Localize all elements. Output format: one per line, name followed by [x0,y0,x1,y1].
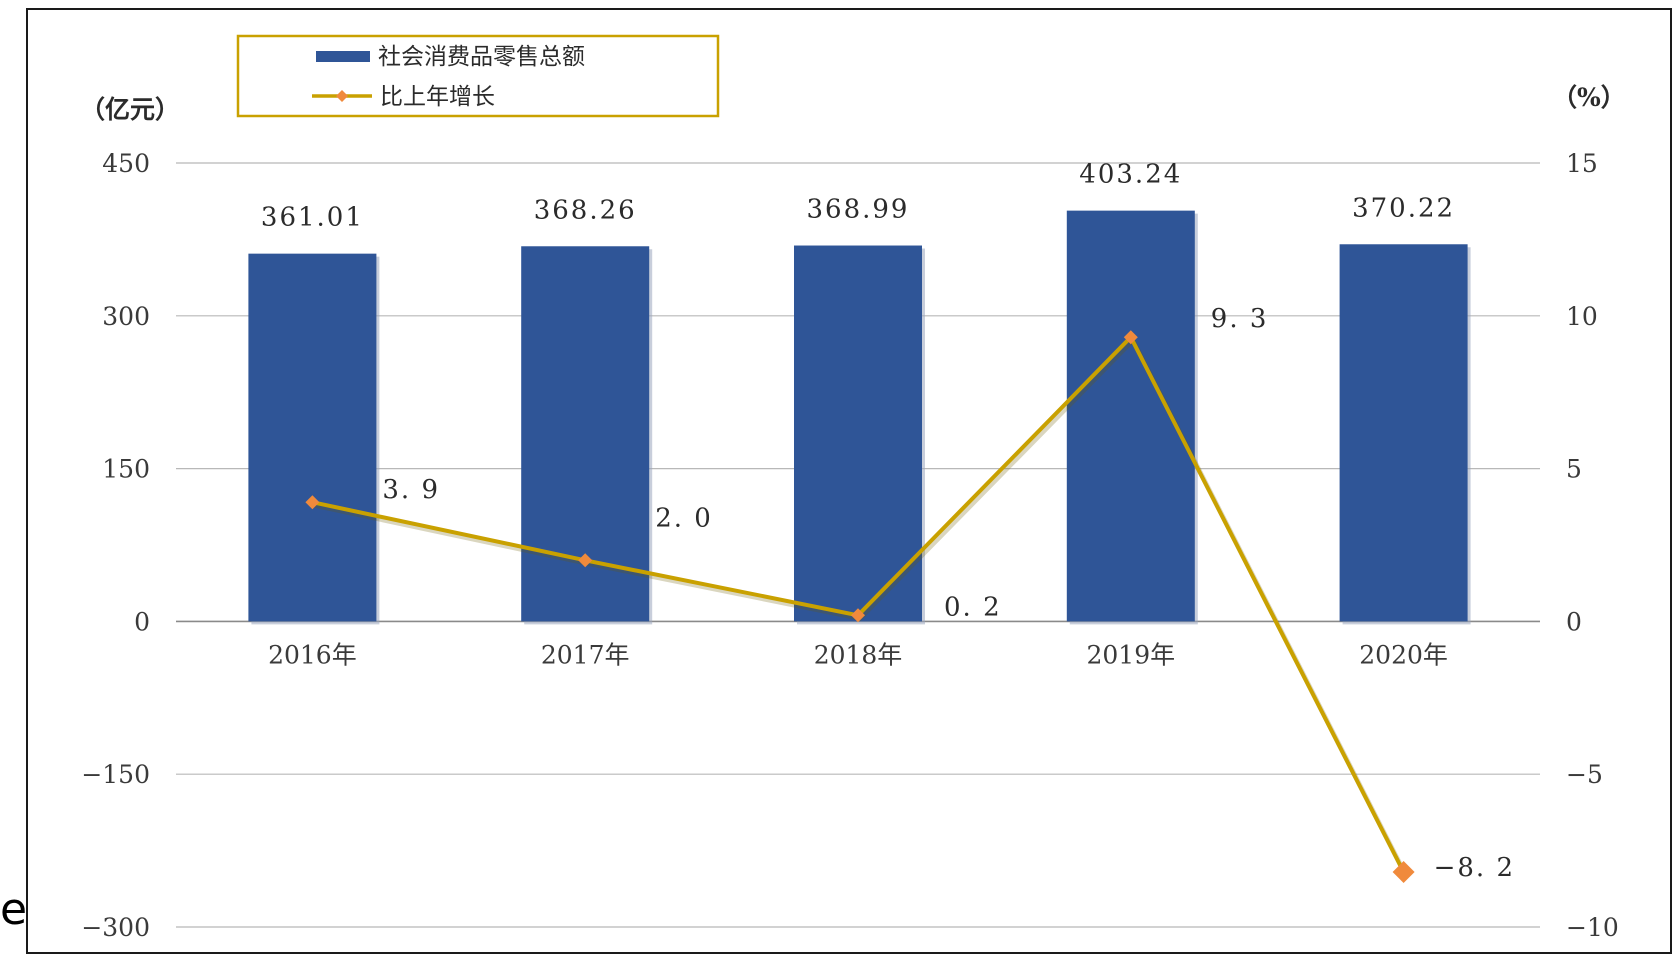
line-data-labels: 3. 9 2. 0 0. 2 9. 3 −8. 2 [382,304,1515,883]
corner-glyph-fragment: e [0,884,28,935]
legend: 社会消费品零售总额 比上年增长 [236,34,720,118]
right-axis-ticks: 15 10 5 0 −5 −10 [1566,149,1619,942]
bar [248,253,377,622]
bar-data-label: 403.24 [1079,160,1182,190]
category-label: 2017年 [541,640,630,669]
line-data-label: 3. 9 [382,475,440,505]
legend-bar-label: 社会消费品零售总额 [378,44,585,70]
left-tick-label: 0 [134,607,150,636]
category-labels: 2016年 2017年 2018年 2019年 2020年 [268,640,1448,669]
line-point [1392,860,1415,883]
left-axis-ticks: 450 300 150 0 −150 −300 [81,149,150,942]
bar-data-label: 368.26 [534,195,637,225]
bar [1066,210,1195,622]
right-tick-label: −10 [1566,913,1619,942]
bar [1339,244,1468,622]
right-tick-label: 10 [1566,302,1598,331]
category-label: 2019年 [1086,640,1175,669]
legend-line-label: 比上年增长 [380,84,495,110]
line-point [1123,330,1138,345]
bar-data-label: 370.22 [1352,193,1455,223]
right-tick-label: 0 [1566,607,1582,636]
left-tick-label: −150 [81,760,150,789]
legend-bar-swatch [316,51,370,62]
bar-data-label: 361.01 [261,203,364,233]
right-tick-label: 15 [1566,149,1598,178]
category-label: 2020年 [1359,640,1448,669]
bar-data-label: 368.99 [807,195,910,225]
line-point [578,553,593,568]
left-tick-label: 450 [102,149,150,178]
chart-frame [26,8,1672,954]
left-tick-label: −300 [81,913,150,942]
line-data-label: 2. 0 [655,503,713,533]
grid-lines [176,162,1540,928]
right-axis-unit: （%） [1552,83,1626,112]
legend-box [236,34,720,118]
bar-data-labels: 361.01 368.26 368.99 403.24 370.22 [261,160,1455,233]
left-axis-unit: （亿元） [80,95,180,124]
line-point [305,495,320,510]
bar-series [248,210,1471,625]
line-data-label: −8. 2 [1434,853,1515,883]
category-label: 2018年 [814,640,903,669]
legend-line-marker [336,90,348,102]
line-point [851,608,865,623]
right-tick-label: −5 [1566,760,1603,789]
bar [794,245,922,622]
line-data-label: 0. 2 [944,592,1002,622]
right-tick-label: 5 [1566,455,1582,484]
left-tick-label: 300 [102,302,150,331]
category-label: 2016年 [268,640,357,669]
left-tick-label: 150 [102,455,150,484]
line-data-label: 9. 3 [1211,304,1269,334]
line-series [305,330,1415,883]
